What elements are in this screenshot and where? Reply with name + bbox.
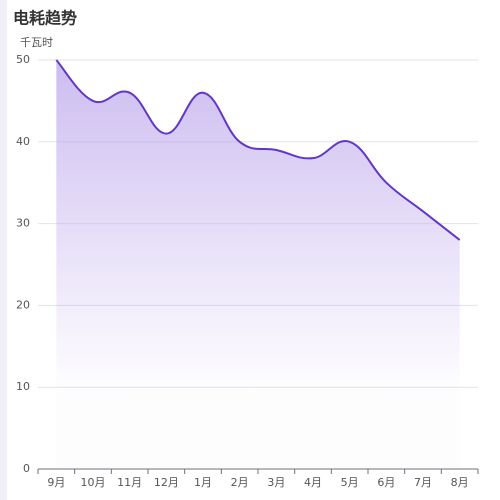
x-tick-label: 6月 [377, 476, 395, 489]
line [55, 59, 461, 241]
x-tick-label: 1月 [194, 476, 212, 489]
y-tick-label: 20 [16, 298, 30, 311]
side-strip [0, 0, 7, 500]
y-tick-label: 10 [16, 380, 30, 393]
y-tick-label: 50 [16, 53, 30, 66]
y-tick-label: 40 [16, 135, 30, 148]
area [56, 60, 460, 469]
x-tick-label: 3月 [267, 476, 285, 489]
y-tick-label: 30 [16, 217, 30, 230]
chart-title: 电耗趋势 [13, 9, 77, 28]
y-axis-label: 千瓦时 [20, 36, 53, 49]
x-tick-label: 7月 [414, 476, 432, 489]
x-tick-label: 11月 [117, 476, 142, 489]
x-tick-label: 5月 [341, 476, 359, 489]
x-tick-label: 12月 [154, 476, 179, 489]
x-tick-label: 2月 [231, 476, 249, 489]
x-tick-label: 9月 [47, 476, 65, 489]
x-tick-label: 4月 [304, 476, 322, 489]
x-tick-label: 8月 [451, 476, 469, 489]
x-tick-label: 10月 [81, 476, 106, 489]
y-tick-label: 0 [23, 462, 30, 475]
